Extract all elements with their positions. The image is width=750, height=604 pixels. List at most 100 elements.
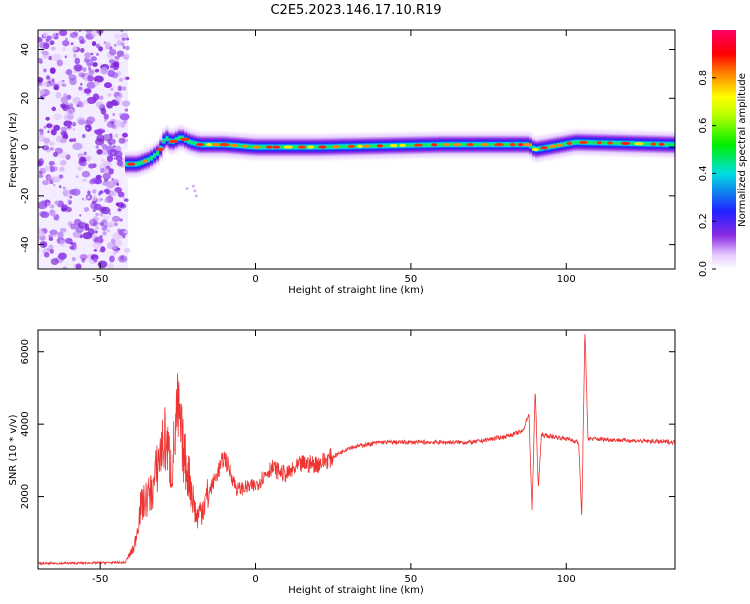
ridge-band-segment	[473, 129, 477, 160]
noise-speck	[49, 248, 54, 254]
noise-speck	[113, 144, 116, 148]
noise-speck	[105, 224, 110, 228]
noise-speck	[49, 179, 53, 183]
spectrogram-xlabel: Height of straight line (km)	[288, 285, 424, 296]
noise-speck	[72, 139, 77, 142]
noise-speck	[106, 241, 115, 250]
noise-speck	[84, 226, 90, 231]
noise-speck	[42, 145, 50, 151]
noise-speck	[75, 175, 79, 178]
noise-speck	[94, 129, 100, 134]
noise-speck	[116, 50, 125, 57]
noise-speck	[99, 167, 105, 174]
noise-speck	[69, 245, 75, 250]
noise-speck	[118, 78, 124, 82]
ridge-peak-spot	[297, 145, 306, 149]
noise-speck	[39, 130, 44, 136]
noise-speck	[77, 101, 83, 107]
ridge-band-segment	[156, 138, 160, 168]
noise-speck	[73, 64, 83, 72]
ridge-band-segment	[292, 132, 297, 162]
ridge-band-segment	[603, 128, 608, 158]
noise-speck	[89, 218, 98, 227]
noise-speck	[92, 209, 96, 212]
snr-frame	[37, 329, 676, 570]
noise-speck	[119, 113, 130, 121]
snr-ytick-label: 6000	[20, 339, 31, 364]
ridge-band-segment	[410, 130, 415, 160]
ridge-band-segment	[339, 131, 344, 162]
noise-speck	[122, 45, 126, 50]
noise-speck	[107, 93, 112, 97]
ridge-peak-spot	[596, 141, 602, 145]
noise-speck	[81, 257, 86, 263]
noise-speck	[113, 43, 117, 47]
noise-speck	[61, 83, 67, 87]
noise-speck	[46, 82, 51, 88]
noise-speck	[38, 89, 46, 96]
noise-speck	[85, 124, 92, 132]
noise-speck	[94, 81, 100, 86]
noise-speck	[116, 203, 120, 206]
noise-speck	[91, 200, 96, 205]
ridge-band-segment	[165, 123, 170, 154]
snr-xtick-label: 100	[557, 574, 576, 585]
noise-speck	[112, 112, 116, 116]
noise-speck	[71, 188, 81, 196]
ridge-band-segment	[656, 129, 661, 159]
noise-speck	[102, 215, 110, 221]
noise-speck	[38, 36, 43, 43]
noise-speck	[55, 32, 59, 36]
ridge-peak-spot	[443, 143, 450, 147]
noise-speck	[108, 168, 114, 175]
ridge-band-segment	[594, 128, 598, 158]
snr-xlabel: Height of straight line (km)	[288, 585, 424, 596]
noise-speck	[114, 55, 120, 60]
noise-speck	[116, 183, 120, 186]
noise-speck	[65, 108, 76, 117]
noise-speck	[123, 247, 131, 253]
noise-speck	[110, 67, 115, 71]
ridge-band-segment	[236, 131, 241, 161]
noise-speck	[80, 47, 85, 53]
ridge-band-segment	[382, 131, 387, 161]
snr-panel: -50 0 50 100 2000 4000 6000 Height of straight…	[8, 329, 676, 596]
ridge-band-segment	[193, 128, 198, 159]
noise-speck	[87, 190, 91, 195]
noise-speck	[111, 177, 115, 181]
noise-speck	[86, 81, 96, 89]
noise-speck	[40, 50, 46, 55]
noise-speck	[87, 195, 91, 199]
ridge-band-segment	[140, 147, 145, 177]
spectrogram-frame	[37, 29, 676, 270]
ridge-band-segment	[345, 131, 350, 162]
colorbar-gradient	[712, 30, 736, 269]
noise-speck	[94, 68, 100, 73]
noise-speck	[117, 208, 122, 212]
ridge-band-segment	[239, 131, 244, 161]
noise-speck	[69, 32, 78, 39]
ridge-band-segment	[631, 128, 636, 159]
noise-speck	[125, 54, 130, 58]
ridge-band-segment	[354, 131, 359, 161]
ridge-peak-spot	[549, 144, 557, 148]
ridge-peak-spot	[607, 141, 613, 145]
noise-speck	[69, 195, 73, 199]
noise-speck	[73, 69, 77, 74]
ridge-band-segment	[342, 131, 347, 162]
noise-speck	[120, 193, 125, 197]
ridge-peak-spot	[356, 144, 363, 148]
noise-speck	[111, 124, 117, 129]
ridge-band-segment	[426, 130, 431, 160]
noise-speck	[65, 237, 73, 244]
noise-speck	[98, 192, 102, 196]
ridge-band-segment	[435, 130, 440, 160]
noise-speck	[84, 52, 92, 59]
noise-speck	[53, 85, 59, 91]
noise-speck	[113, 61, 120, 68]
ridge-peak-spot	[431, 143, 438, 147]
noise-speck	[57, 231, 64, 239]
noise-speck	[52, 175, 60, 183]
ridge-band-segment	[162, 126, 166, 156]
